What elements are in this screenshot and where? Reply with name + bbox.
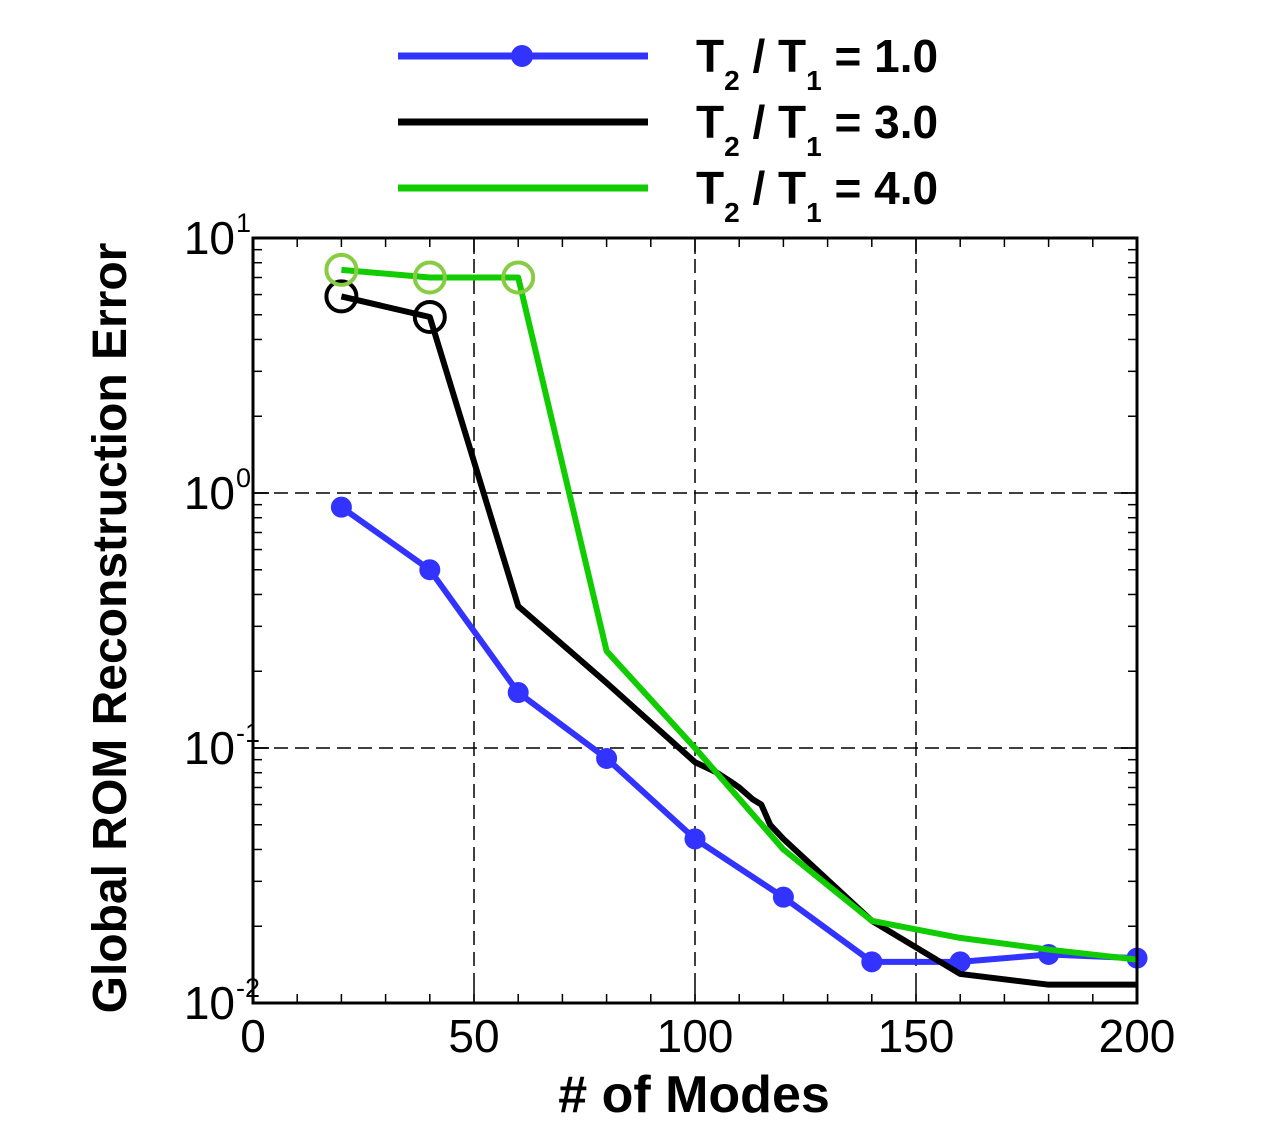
series-layer bbox=[324, 252, 1148, 988]
data-point bbox=[507, 682, 529, 704]
legend-subscript: 1 bbox=[806, 131, 822, 162]
grid-lines bbox=[253, 238, 1137, 1003]
y-tick-base: 10 bbox=[184, 722, 235, 774]
legend-label: T2 / T1 = 3.0 bbox=[696, 96, 938, 162]
legend-text: / bbox=[740, 30, 778, 82]
legend-entry-2: T2 / T1 = 3.0 bbox=[398, 96, 938, 162]
legend-text: T bbox=[696, 96, 724, 148]
legend-text: T bbox=[696, 30, 724, 82]
open-marker bbox=[501, 260, 536, 295]
x-tick-label: 150 bbox=[878, 1010, 955, 1062]
data-point bbox=[861, 951, 883, 973]
legend-text: T bbox=[696, 162, 724, 214]
y-tick-base: 10 bbox=[184, 977, 235, 1029]
y-tick-exponent: 0 bbox=[236, 463, 251, 493]
data-point bbox=[330, 496, 352, 518]
series-line bbox=[339, 504, 1138, 965]
data-point bbox=[419, 559, 441, 581]
legend-subscript: 1 bbox=[806, 65, 822, 96]
legend-entry-3: T2 / T1 = 4.0 bbox=[398, 162, 938, 228]
legend-text: T bbox=[778, 30, 806, 82]
open-marker bbox=[324, 279, 359, 314]
y-tick-label: 10 -2 bbox=[184, 973, 260, 1029]
series-2 bbox=[324, 279, 1137, 988]
y-tick-exponent: 1 bbox=[236, 208, 251, 238]
x-tick-labels: 0 50 100 150 200 bbox=[240, 1010, 1175, 1062]
legend-subscript: 2 bbox=[724, 131, 740, 162]
y-tick-label: 10 0 bbox=[184, 463, 251, 519]
open-marker bbox=[412, 260, 447, 295]
x-tick-label: 200 bbox=[1099, 1010, 1176, 1062]
y-tick-base: 10 bbox=[184, 212, 235, 264]
y-tick-label: 10 1 bbox=[184, 208, 251, 264]
series-3 bbox=[324, 252, 1138, 963]
legend-marker bbox=[511, 45, 533, 67]
series-1 bbox=[330, 496, 1148, 973]
plot-frame bbox=[251, 236, 1139, 1005]
legend: T2 / T1 = 1.0T2 / T1 = 3.0T2 / T1 = 4.0 bbox=[398, 30, 938, 228]
series-line bbox=[341, 266, 1138, 963]
data-point bbox=[772, 886, 794, 908]
legend-subscript: 2 bbox=[724, 65, 740, 96]
x-axis-label: # of Modes bbox=[558, 1066, 830, 1124]
legend-subscript: 2 bbox=[724, 197, 740, 228]
legend-text: = 4.0 bbox=[822, 162, 938, 214]
legend-label: T2 / T1 = 1.0 bbox=[696, 30, 938, 96]
y-tick-label: 10 -1 bbox=[184, 718, 260, 774]
legend-text: = 1.0 bbox=[822, 30, 938, 82]
y-tick-exponent: -2 bbox=[236, 973, 260, 1003]
legend-text: T bbox=[778, 96, 806, 148]
legend-label: T2 / T1 = 4.0 bbox=[696, 162, 938, 228]
x-tick-label: 50 bbox=[448, 1010, 499, 1062]
y-axis-label: Global ROM Reconstruction Error bbox=[84, 243, 137, 1014]
x-tick-label: 100 bbox=[657, 1010, 734, 1062]
legend-subscript: 1 bbox=[806, 197, 822, 228]
legend-text: / bbox=[740, 162, 778, 214]
legend-text: T bbox=[778, 162, 806, 214]
open-marker bbox=[412, 300, 447, 334]
data-point bbox=[596, 747, 618, 769]
x-tick-label: 0 bbox=[240, 1010, 266, 1062]
y-tick-base: 10 bbox=[184, 467, 235, 519]
series-line bbox=[340, 293, 1137, 988]
legend-entry-1: T2 / T1 = 1.0 bbox=[398, 30, 938, 96]
legend-text: = 3.0 bbox=[822, 96, 938, 148]
y-tick-exponent: -1 bbox=[236, 718, 260, 748]
open-marker bbox=[324, 252, 359, 287]
legend-text: / bbox=[740, 96, 778, 148]
data-point bbox=[684, 828, 706, 850]
